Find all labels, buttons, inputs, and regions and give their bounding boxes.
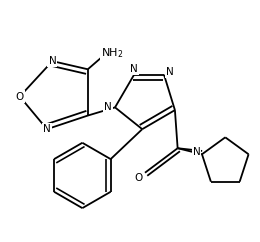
Text: O: O xyxy=(16,91,24,101)
Text: N: N xyxy=(49,56,56,66)
Text: N: N xyxy=(43,124,51,134)
Text: N: N xyxy=(104,102,112,112)
Text: O: O xyxy=(134,173,142,183)
Text: N: N xyxy=(130,64,138,74)
Text: N: N xyxy=(166,67,173,77)
Text: NH$_2$: NH$_2$ xyxy=(101,46,124,60)
Text: N: N xyxy=(193,147,200,157)
